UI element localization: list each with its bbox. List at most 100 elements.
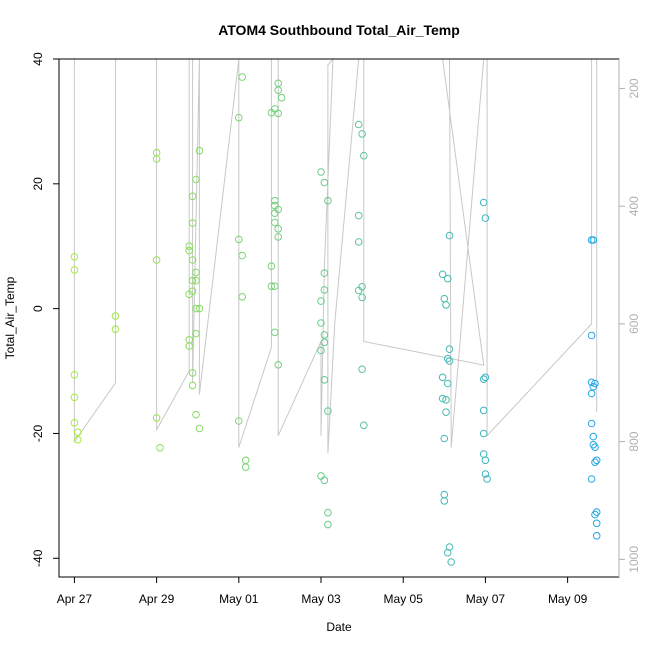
data-point [589,236,598,244]
y-right-tick-label: 400 [627,196,641,216]
data-point [192,268,200,277]
data-point [447,558,456,566]
data-point [481,456,490,465]
data-point [592,519,601,528]
data-point [320,338,329,347]
data-point [192,410,200,419]
data-point [358,365,366,374]
data-point [320,286,329,294]
data-point [445,231,454,240]
y-tick-label: -40 [31,549,45,567]
data-point [238,73,246,81]
x-tick-label: May 07 [466,592,506,606]
data-point [592,508,601,516]
data-point [591,379,599,388]
data-point [481,214,490,222]
data-point [440,490,449,499]
data-point [274,225,283,233]
plot-frame [58,58,620,578]
data-point [442,301,450,309]
data-point [324,407,332,415]
data-point [591,458,599,467]
data-point [195,146,204,155]
chart-title: ATOM4 Southbound Total_Air_Temp [218,22,460,38]
data-point [360,421,368,430]
data-point [195,424,204,433]
data-point [267,282,276,291]
data-point [241,456,250,465]
data-point [443,379,452,388]
data-point [267,262,276,271]
data-point [360,151,368,160]
data-point [591,443,599,452]
data-point [320,269,329,277]
y-right-tick-label: 600 [627,314,641,334]
data-point [324,520,332,529]
data-point [317,472,325,480]
data-point [111,312,120,320]
x-tick-label: May 09 [548,592,588,606]
data-point [358,293,366,302]
data-point [587,419,596,428]
data-point [438,394,447,403]
data-point [358,283,366,291]
data-point [320,476,329,485]
data-point [271,282,279,291]
x-tick-label: May 05 [384,592,424,606]
data-point [317,346,325,355]
data-point [443,274,452,283]
y-tick-label: 0 [31,305,45,312]
data-point [438,270,447,279]
y-tick-label: -20 [31,424,45,442]
data-point [271,218,279,227]
data-point [152,256,161,264]
data-point [188,276,197,285]
data-point [70,419,79,427]
data-point [440,434,449,443]
data-point [156,444,164,452]
y-right-tick-label: 800 [627,431,641,451]
y-axis-label: Total_Air_Temp [3,276,17,359]
data-point [238,293,246,301]
data-point [185,342,193,350]
x-tick-label: Apr 29 [139,592,175,606]
x-tick-label: May 03 [301,592,341,606]
data-point [440,294,449,303]
pressure-trace-line [73,57,598,454]
data-point [440,497,449,505]
data-point [238,251,246,260]
data-point [479,450,488,458]
data-point [188,192,197,201]
data-point [241,463,250,472]
data-point [445,357,454,365]
data-point [354,238,363,246]
data-point [185,242,193,250]
data-point [274,86,283,94]
data-point [70,393,79,402]
data-point [481,373,490,382]
data-point [70,371,79,379]
data-point [479,429,488,438]
data-point [74,428,82,437]
data-point [188,381,197,390]
data-point [188,369,197,377]
data-point [192,175,200,184]
data-point [587,331,596,340]
data-point [235,113,243,122]
data-point [442,408,450,417]
data-point [443,354,452,363]
data-point [274,109,283,118]
data-point [479,198,488,207]
data-point [589,432,598,441]
data-point [479,375,488,384]
y-tick-label: 40 [31,52,45,66]
data-point [188,287,197,296]
x-tick-label: Apr 27 [57,592,93,606]
data-point [152,414,161,422]
data-point [111,325,120,334]
data-point [592,456,601,465]
data-point [317,319,325,327]
data-point [274,205,283,214]
data-point [324,508,332,517]
data-point [320,331,329,339]
